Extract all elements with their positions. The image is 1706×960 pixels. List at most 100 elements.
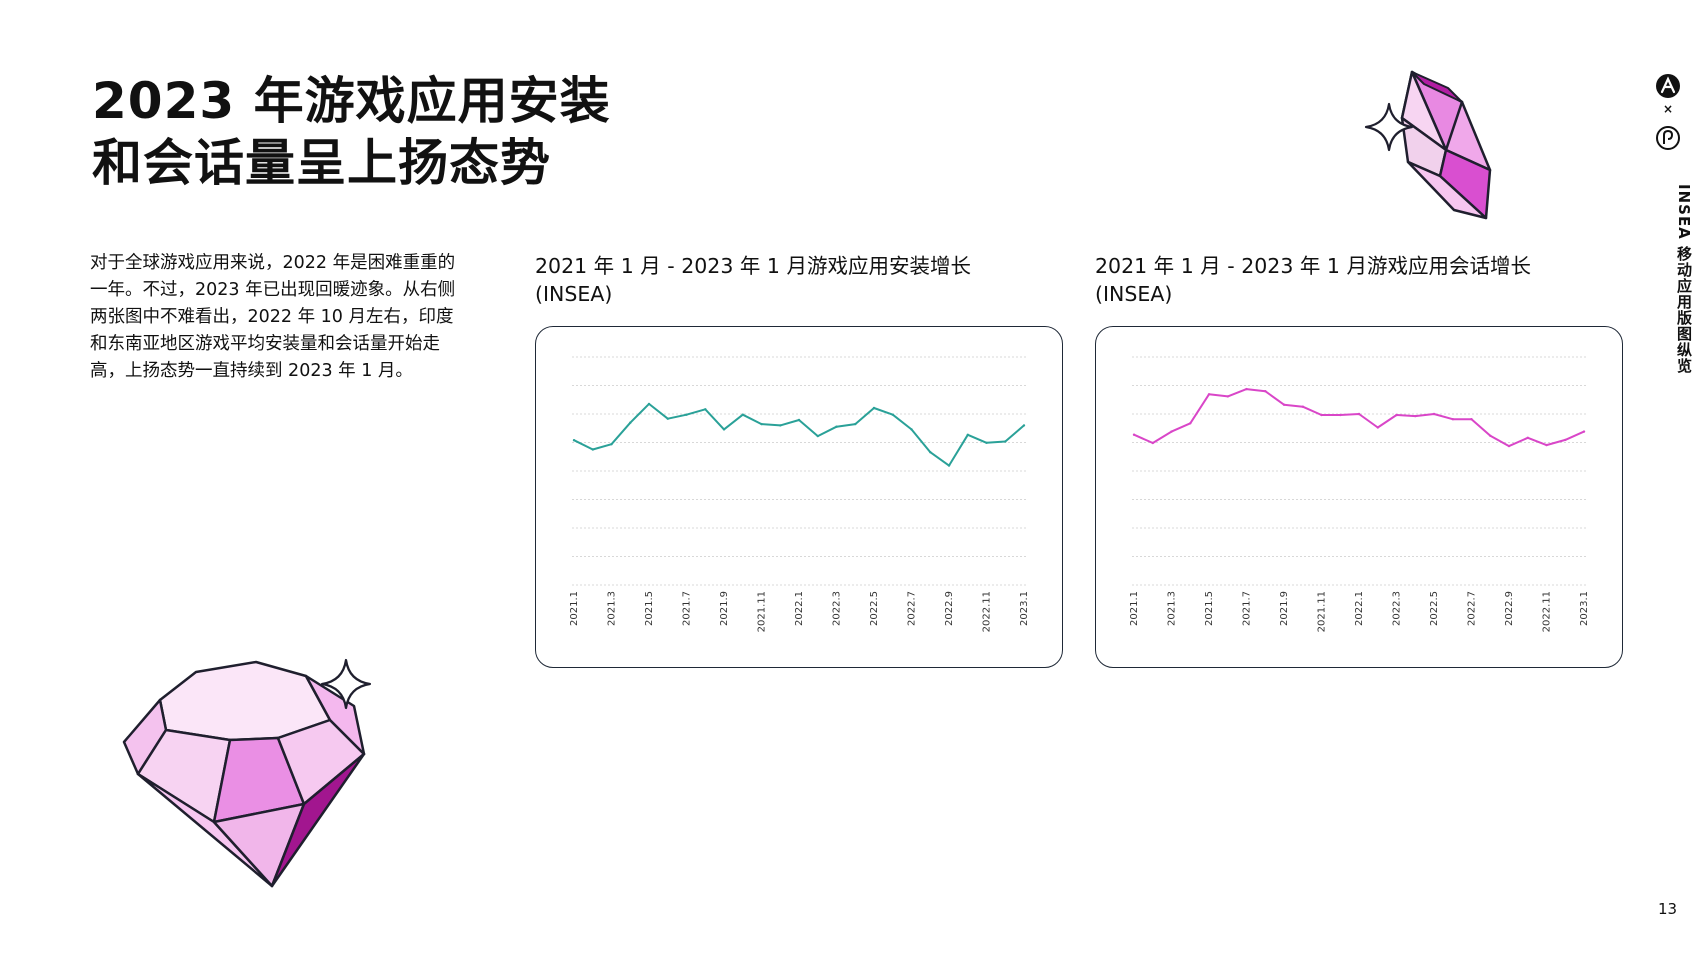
- sessions-data-point: [1226, 395, 1229, 398]
- installs-x-tick-label: 2021.7: [682, 591, 693, 626]
- sessions-data-point: [1132, 433, 1136, 436]
- sessions-data-point: [1545, 443, 1548, 447]
- sessions-chart-title-line-2: (INSEA): [1095, 282, 1173, 306]
- sessions-data-point: [1395, 413, 1398, 417]
- intro-paragraph: 对于全球游戏应用来说，2022 年是困难重重的一年。不过，2023 年已出现回暖…: [90, 253, 456, 381]
- installs-data-point: [797, 418, 801, 422]
- installs-x-tick-label: 2021.1: [569, 591, 580, 626]
- sessions-x-tick-label: 2022.11: [1542, 591, 1553, 632]
- installs-chart-title-line-1: 2021 年 1 月 - 2023 年 1 月游戏应用安装增长: [535, 254, 971, 278]
- sessions-x-tick-label: 2022.7: [1467, 591, 1478, 626]
- sessions-data-point: [1414, 414, 1417, 418]
- installs-data-point: [854, 422, 857, 426]
- sessions-x-tick-label: 2021.7: [1242, 591, 1253, 626]
- sessions-data-point: [1264, 390, 1267, 393]
- installs-data-point: [966, 433, 969, 436]
- sessions-x-tick-label: 2023.1: [1579, 591, 1590, 626]
- installs-x-tick-label: 2021.5: [644, 591, 655, 626]
- title-line-2: 和会话量呈上扬态势: [92, 134, 551, 192]
- sessions-x-tick-label: 2021.11: [1317, 591, 1328, 632]
- installs-chart-frame: 2021.1 2021.3 2021.5 2021.7 2021.9 2021.11 202…: [535, 326, 1063, 668]
- page-number: 13: [1658, 900, 1678, 918]
- logo-separator: ×: [1663, 102, 1674, 116]
- installs-data-point: [685, 413, 688, 416]
- installs-x-tick-label: 2022.7: [907, 591, 918, 626]
- sessions-data-point: [1170, 430, 1173, 433]
- installs-data-point: [985, 441, 988, 444]
- sessions-x-tick-label: 2021.9: [1279, 591, 1290, 626]
- installs-data-point: [1004, 440, 1007, 443]
- installs-x-tick-label: 2021.11: [757, 591, 768, 632]
- sessions-data-point: [1245, 387, 1248, 391]
- sessions-x-tick-label: 2021.3: [1167, 591, 1178, 626]
- installs-x-tick-label: 2022.11: [982, 591, 993, 632]
- installs-chart-title-line-2: (INSEA): [535, 282, 613, 306]
- sessions-series-line: [1133, 388, 1585, 448]
- brand-logos: ×: [1652, 72, 1684, 152]
- installs-series-line: [573, 402, 1025, 467]
- installs-x-tick-label: 2022.5: [869, 591, 880, 626]
- installs-data-point: [591, 448, 594, 451]
- installs-x-tick-label: 2021.9: [719, 591, 730, 626]
- sessions-data-point: [1432, 412, 1436, 416]
- applovin-logo-icon: [1656, 74, 1680, 150]
- installs-data-point: [572, 439, 576, 442]
- installs-data-point: [610, 443, 613, 446]
- sessions-data-point: [1526, 436, 1529, 439]
- sessions-chart-frame: 2021.1 2021.3 2021.5 2021.7 2021.9 2021.11 202…: [1095, 326, 1623, 668]
- sessions-data-point: [1376, 426, 1379, 429]
- installs-chart-block: 2021 年 1 月 - 2023 年 1 月游戏应用安装增长 (INSEA) …: [535, 252, 1065, 668]
- sessions-chart-title: 2021 年 1 月 - 2023 年 1 月游戏应用会话增长 (INSEA): [1095, 252, 1625, 308]
- sessions-data-point: [1320, 413, 1323, 417]
- sessions-x-tick-label: 2022.3: [1392, 591, 1403, 626]
- installs-x-tick-label: 2022.3: [832, 591, 843, 626]
- installs-data-point: [741, 413, 744, 416]
- sessions-x-tick-label: 2022.1: [1354, 591, 1365, 626]
- installs-line-chart: 2021.1 2021.3 2021.5 2021.7 2021.9 2021.11 202…: [569, 356, 1030, 632]
- installs-data-point: [760, 422, 763, 426]
- installs-x-tick-label: 2023.1: [1019, 591, 1030, 626]
- sessions-data-point: [1564, 438, 1567, 442]
- sparkle-icon: [1364, 102, 1414, 152]
- sessions-chart-title-line-1: 2021 年 1 月 - 2023 年 1 月游戏应用会话增长: [1095, 254, 1531, 278]
- sessions-data-point: [1451, 418, 1454, 421]
- installs-data-point: [835, 425, 838, 428]
- sessions-x-tick-label: 2022.5: [1429, 591, 1440, 626]
- installs-data-point: [722, 428, 726, 431]
- sessions-data-point: [1282, 403, 1286, 406]
- installs-data-point: [666, 417, 669, 420]
- installs-x-tick-label: 2022.1: [794, 591, 805, 626]
- sessions-x-tick-label: 2021.1: [1129, 591, 1140, 626]
- installs-data-point: [1022, 424, 1026, 427]
- installs-data-point: [629, 421, 632, 424]
- sparkle-icon: [320, 658, 372, 710]
- sessions-data-point: [1301, 405, 1304, 408]
- installs-data-point: [779, 424, 782, 427]
- page-title: 2023 年游戏应用安装 和会话量呈上扬态势: [92, 70, 712, 194]
- installs-x-tick-label: 2022.9: [944, 591, 955, 626]
- installs-data-point: [647, 402, 651, 406]
- installs-chart-title: 2021 年 1 月 - 2023 年 1 月游戏应用安装增长 (INSEA): [535, 252, 1065, 308]
- sidebar-label: INSEA 移动应用版图纵览: [1675, 184, 1693, 375]
- sessions-data-point: [1357, 412, 1361, 416]
- sessions-data-point: [1470, 418, 1473, 421]
- installs-x-tick-label: 2021.3: [607, 591, 618, 626]
- sessions-data-point: [1507, 444, 1511, 448]
- sessions-chart-block: 2021 年 1 月 - 2023 年 1 月游戏应用会话增长 (INSEA) …: [1095, 252, 1625, 668]
- installs-data-point: [910, 428, 913, 431]
- sessions-data-point: [1582, 430, 1586, 433]
- sessions-x-tick-label: 2022.9: [1504, 591, 1515, 626]
- title-line-1: 2023 年游戏应用安装: [92, 72, 611, 130]
- sessions-data-point: [1151, 441, 1154, 445]
- sessions-data-point: [1339, 413, 1342, 417]
- sessions-x-tick-label: 2021.5: [1204, 591, 1215, 626]
- installs-data-point: [891, 413, 894, 416]
- crystal-decoration-icon: [1400, 70, 1492, 220]
- installs-data-point: [872, 406, 876, 410]
- sessions-data-point: [1489, 434, 1492, 437]
- sessions-line-chart: 2021.1 2021.3 2021.5 2021.7 2021.9 2021.11 202…: [1129, 356, 1590, 632]
- sessions-data-point: [1189, 422, 1192, 425]
- gem-decoration-icon: [122, 660, 366, 888]
- installs-data-point: [816, 434, 819, 438]
- installs-data-point: [704, 408, 707, 411]
